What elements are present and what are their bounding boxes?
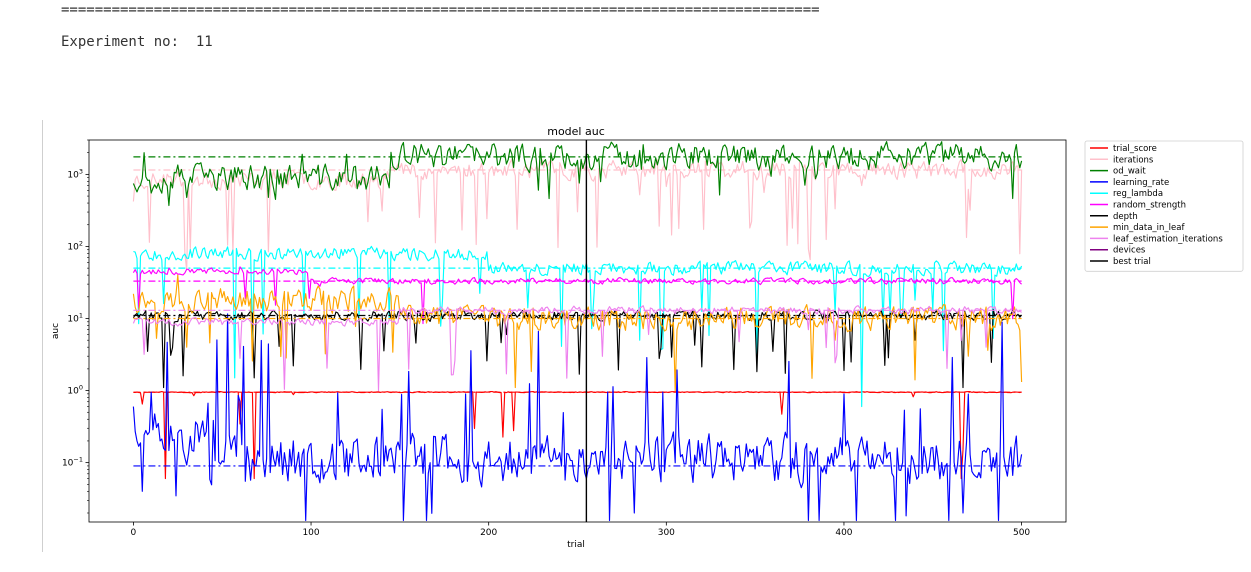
- series-line-random-strength: [132, 266, 1022, 325]
- experiment-number: 11: [195, 34, 213, 50]
- series-line-learning-rate: [132, 313, 1023, 522]
- x-tick-label: 200: [480, 528, 497, 538]
- legend-entry-od-wait: od_wait: [1113, 167, 1146, 177]
- plot-frame: [88, 139, 1067, 523]
- legend-entry-best-trial: best trial: [1113, 257, 1151, 267]
- x-tick-label: 0: [131, 528, 137, 538]
- x-tick-label: 300: [658, 528, 675, 538]
- legend-entry-min-data-in-leaf: min_data_in_leaf: [1113, 223, 1185, 233]
- legend-entry-depth: depth: [1113, 212, 1138, 222]
- y-tick-label: 10−1: [62, 456, 83, 469]
- legend-entry-learning-rate: learning_rate: [1113, 178, 1169, 188]
- series-line-od-wait: [132, 141, 1023, 207]
- x-tick-label: 500: [1013, 528, 1030, 538]
- x-axis-label: trial: [567, 540, 585, 550]
- x-tick-label: 100: [302, 528, 319, 538]
- series-line-leaf-estimation-iterations: [132, 305, 1022, 392]
- y-tick-label: 101: [67, 312, 83, 325]
- series-line-iterations: [132, 158, 1023, 271]
- x-tick-label: 400: [835, 528, 852, 538]
- legend-entry-reg-lambda: reg_lambda: [1113, 189, 1163, 199]
- legend-entry-iterations: iterations: [1113, 155, 1154, 165]
- output-separator: ========================================…: [61, 2, 820, 18]
- y-tick-label: 100: [67, 384, 83, 397]
- experiment-label: Experiment no:: [61, 34, 180, 50]
- legend-entry-trial-score: trial_score: [1113, 144, 1157, 154]
- y-tick-label: 102: [67, 239, 83, 252]
- y-tick-label: 103: [67, 167, 83, 180]
- legend-entry-leaf-estimation-iterations: leaf_estimation_iterations: [1113, 234, 1223, 244]
- series-line-reg-lambda: [133, 245, 1023, 408]
- series-line-depth: [132, 308, 1023, 389]
- legend-box: [1084, 140, 1244, 272]
- legend-entry-devices: devices: [1113, 246, 1146, 256]
- chart-title: model auc: [547, 125, 605, 138]
- series-layer: [132, 140, 1023, 522]
- y-axis-label: auc: [51, 323, 61, 339]
- series-line-min-data-in-leaf: [132, 274, 1023, 392]
- experiment-line: Experiment no: 11: [61, 34, 213, 50]
- axes-layer: 0 100 200 300 400 500 10−1 100 101 102 103: [62, 139, 1067, 538]
- output-cell-divider: [42, 120, 43, 552]
- legend-entry-random-strength: random_strength: [1113, 201, 1186, 211]
